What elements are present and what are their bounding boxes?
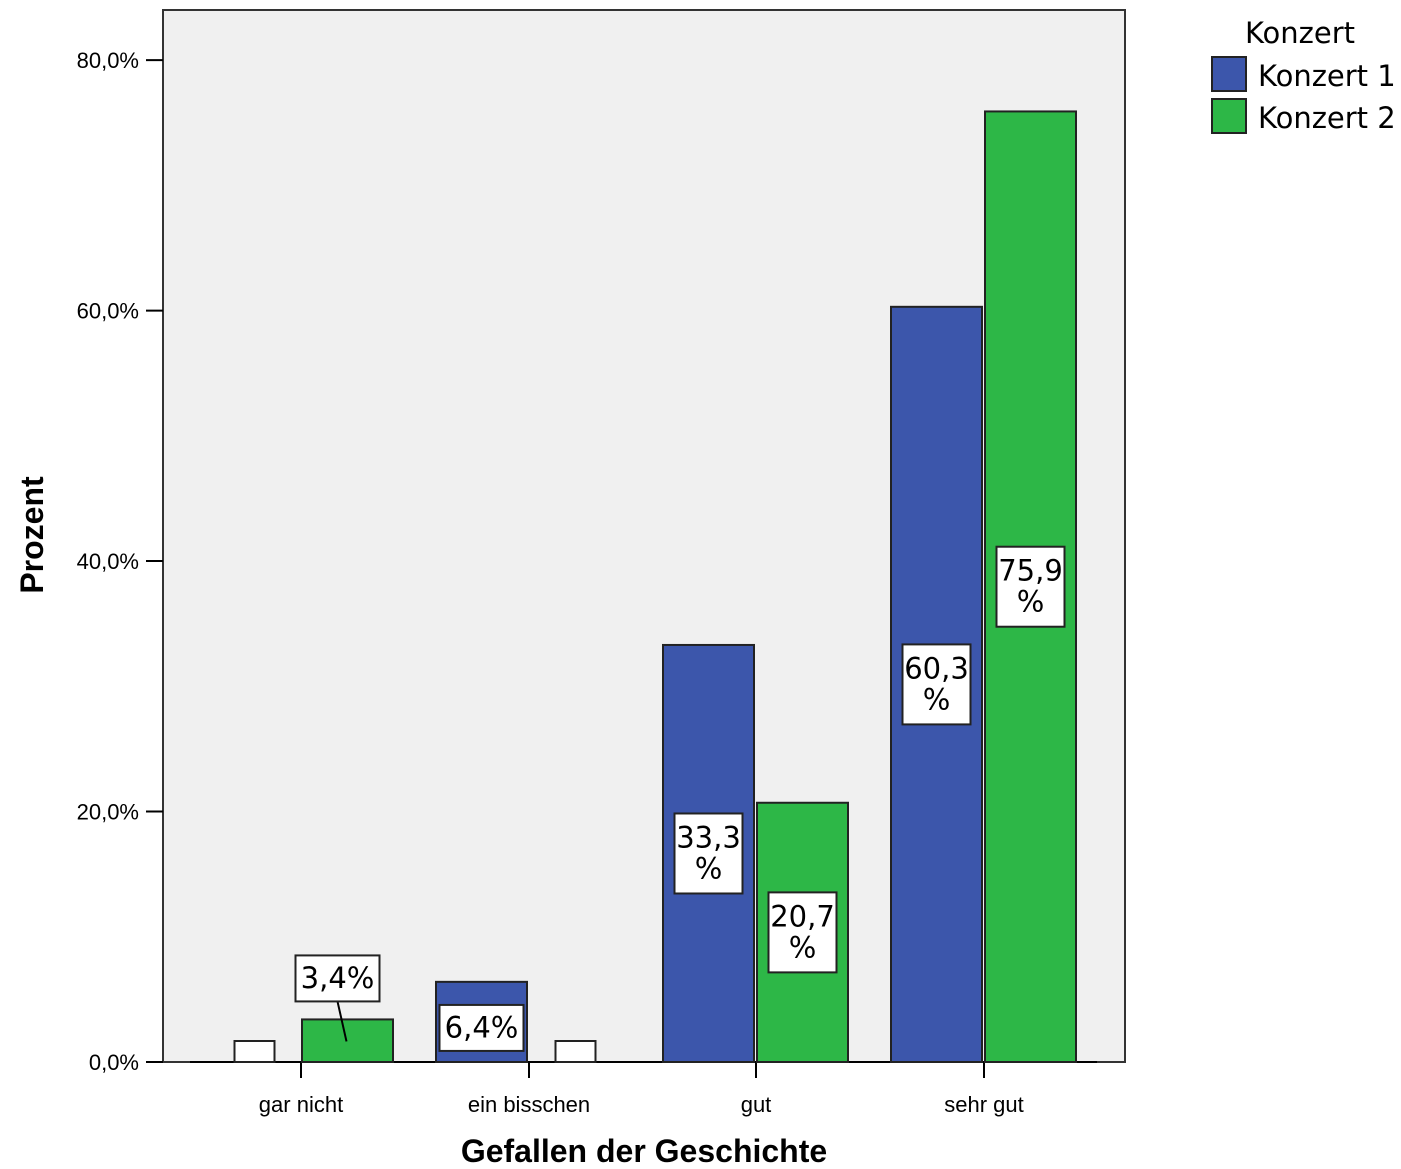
x-tick-label-gar-nicht: gar nicht xyxy=(259,1092,343,1117)
legend-swatch-konzert-1 xyxy=(1211,56,1247,92)
data-label-text: 20,7 xyxy=(770,899,835,933)
bar-konzert-2-ein-bisschen xyxy=(554,1040,597,1063)
legend-label-konzert-2: Konzert 2 xyxy=(1258,101,1396,135)
data-label-box xyxy=(767,891,838,974)
data-label-text: % xyxy=(789,930,817,964)
x-tick-label-ein-bisschen: ein bisschen xyxy=(468,1092,590,1117)
data-label-text: 75,9 xyxy=(998,554,1063,588)
data-label-konzert-2-gut: 20,7% xyxy=(767,891,838,974)
y-tick-label: 0,0% xyxy=(89,1050,139,1075)
data-label-text: % xyxy=(1017,585,1045,619)
data-labels: 6,4%33,3%60,3%3,4%20,7%75,9% xyxy=(294,545,1066,1052)
data-label-text: % xyxy=(923,682,951,716)
data-label-box xyxy=(438,1003,525,1052)
data-label-text: 6,4% xyxy=(445,1010,519,1044)
legend-label-konzert-1: Konzert 1 xyxy=(1258,59,1396,93)
data-label-konzert-1-ein-bisschen: 6,4% xyxy=(438,1003,525,1052)
x-axis: gar nicht ein bisschen gut sehr gut xyxy=(190,1061,1097,1117)
data-label-box xyxy=(995,545,1066,628)
bar-konzert-1-gar-nicht xyxy=(233,1040,276,1063)
legend-swatch-konzert-2 xyxy=(1211,98,1247,134)
data-label-box xyxy=(294,954,381,1003)
data-label-text: 33,3 xyxy=(676,820,741,854)
data-label-konzert-2-gar-nicht: 3,4% xyxy=(294,954,381,1042)
data-label-leader xyxy=(336,1001,348,1042)
data-label-konzert-1-sehr-gut: 60,3% xyxy=(901,643,972,726)
data-label-konzert-1-gut: 33,3% xyxy=(673,812,744,895)
data-label-text: % xyxy=(695,851,723,885)
data-label-text: 3,4% xyxy=(301,961,375,995)
x-axis-title: Gefallen der Geschichte xyxy=(461,1133,827,1169)
data-label-konzert-2-sehr-gut: 75,9% xyxy=(995,545,1066,628)
y-tick-label: 60,0% xyxy=(77,299,139,324)
data-label-box xyxy=(901,643,972,726)
y-tick-label: 20,0% xyxy=(77,800,139,825)
x-tick-label-gut: gut xyxy=(741,1092,772,1117)
legend: Konzert Konzert 1 Konzert 2 xyxy=(1211,16,1396,135)
data-label-box xyxy=(673,812,744,895)
y-tick-label: 40,0% xyxy=(77,549,139,574)
data-label-text: 60,3 xyxy=(904,651,969,685)
y-axis: 0,0% 20,0% 40,0% 60,0% 80,0% xyxy=(77,48,163,1075)
y-axis-title: Prozent xyxy=(14,476,50,594)
legend-title: Konzert xyxy=(1245,16,1355,50)
x-tick-label-sehr-gut: sehr gut xyxy=(944,1092,1024,1117)
bar-konzert-2-gar-nicht xyxy=(301,1018,394,1064)
y-tick-label: 80,0% xyxy=(77,48,139,73)
